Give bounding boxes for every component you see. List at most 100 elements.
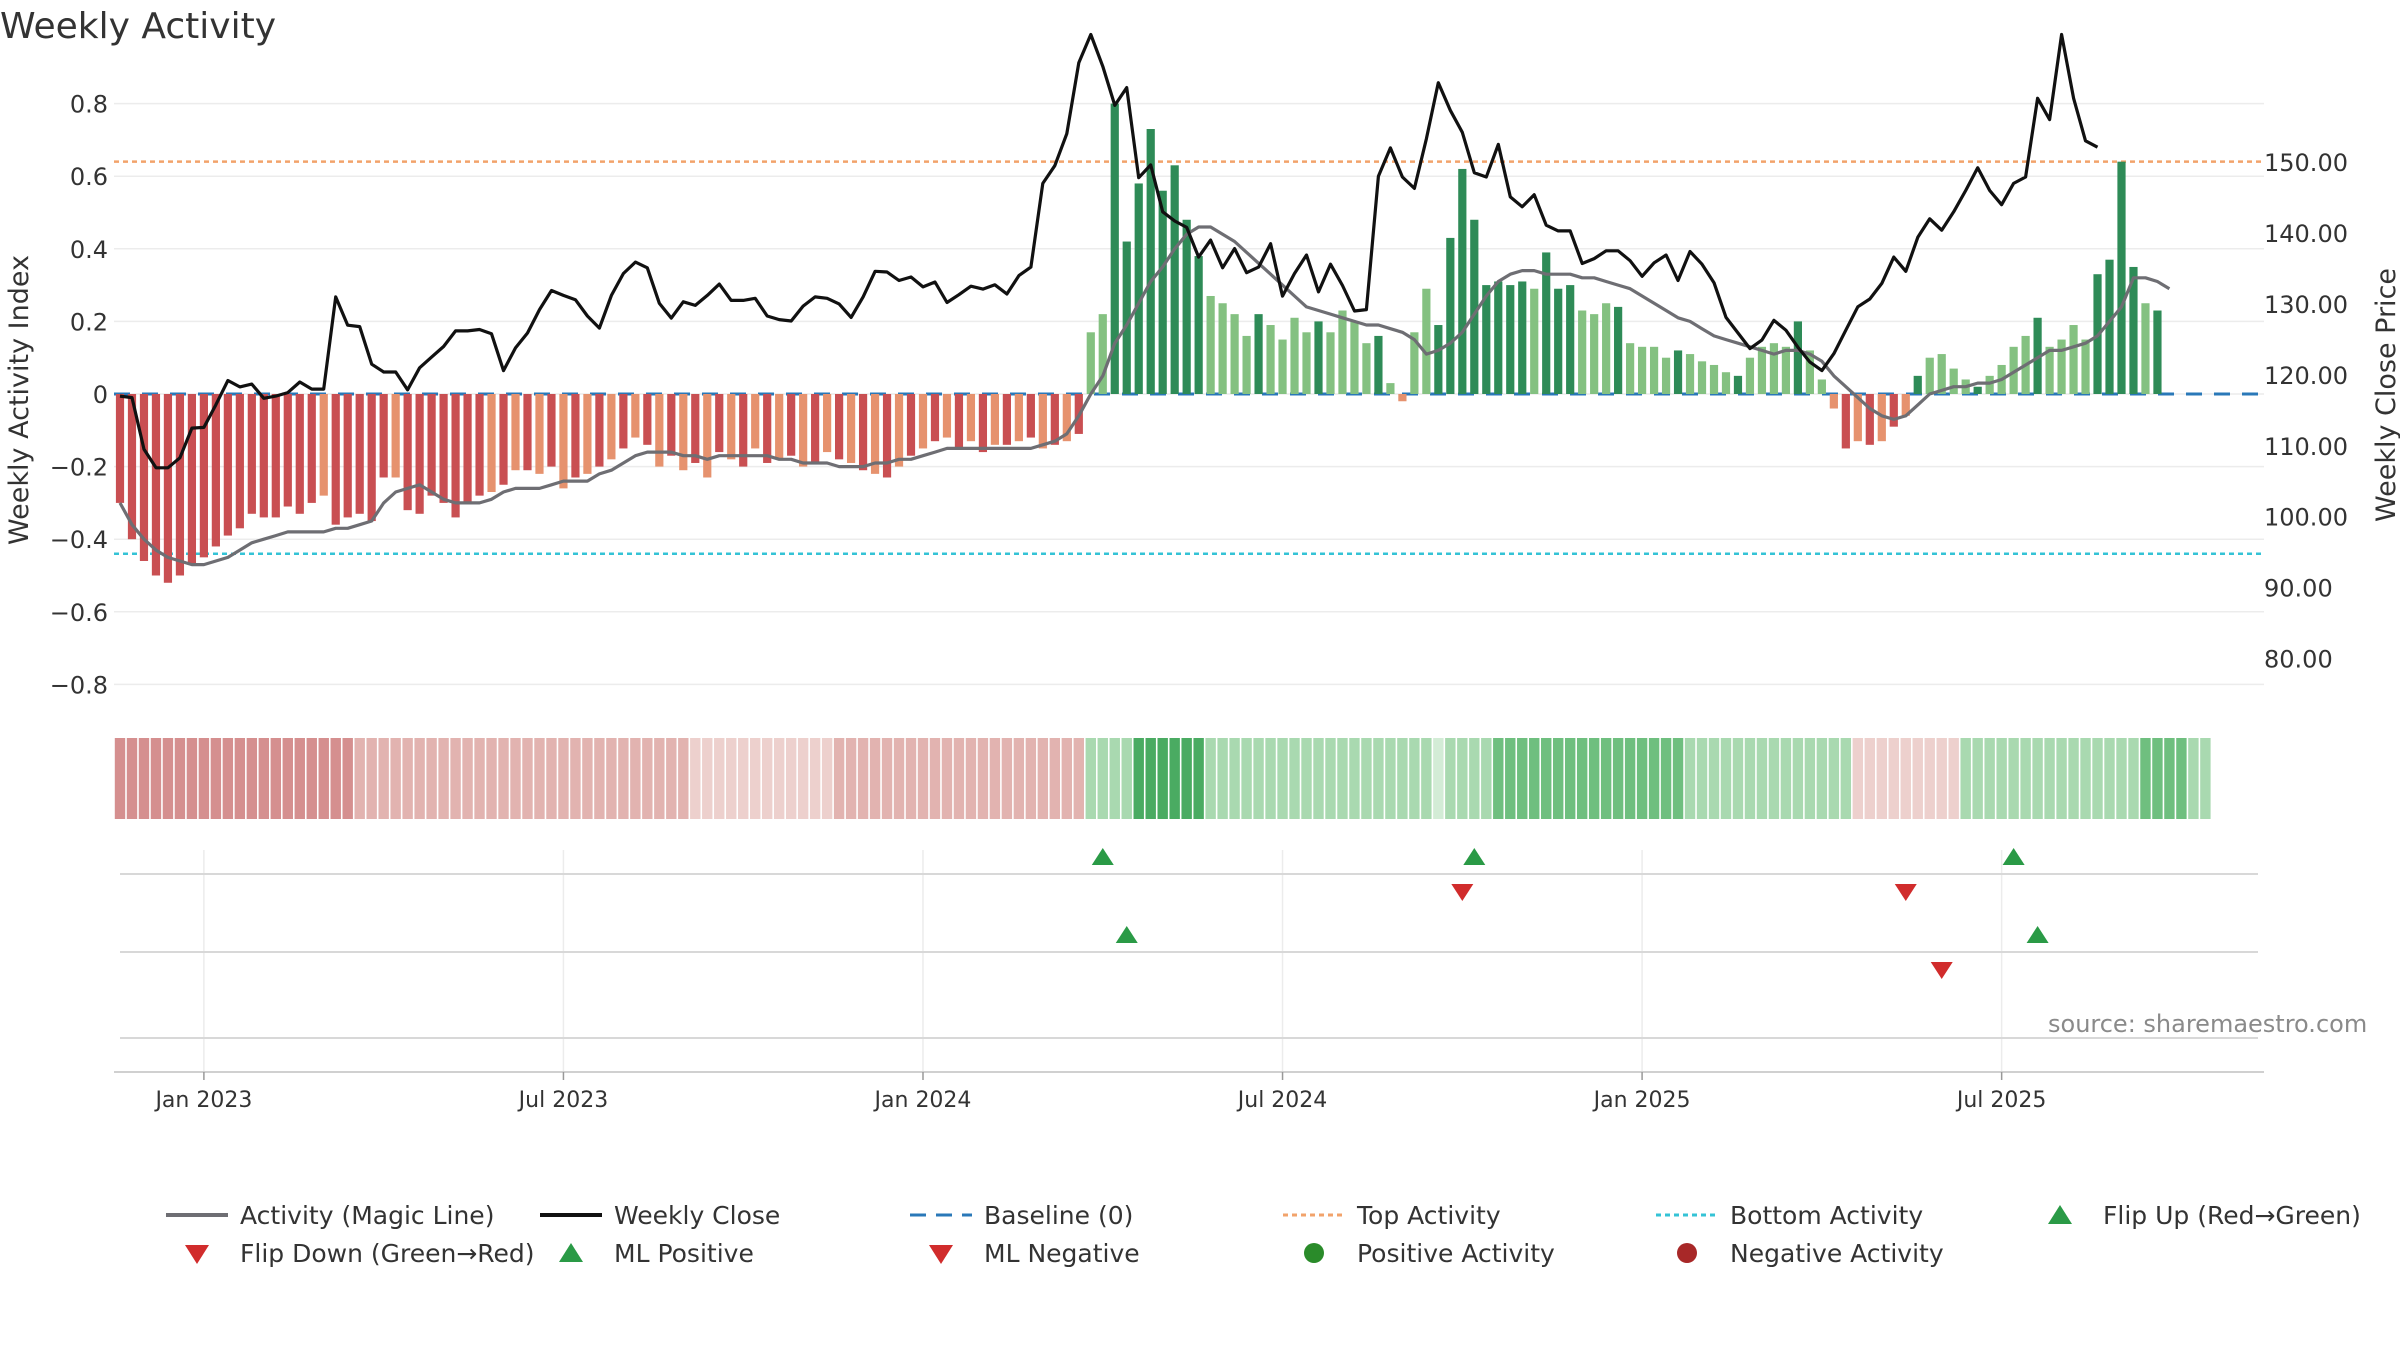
- strip-cell: [1876, 738, 1887, 819]
- strip-cell: [1828, 738, 1840, 819]
- activity-bar: [463, 394, 472, 503]
- strip-cell: [1457, 738, 1468, 819]
- y-right-tick-label: 110.00: [2264, 433, 2348, 461]
- strip-cell: [1972, 738, 1983, 819]
- activity-bar: [727, 394, 736, 460]
- activity-bar: [175, 394, 185, 576]
- activity-bar: [655, 394, 664, 467]
- strip-cell: [546, 738, 557, 819]
- ml-negative-marker: [1930, 962, 1953, 979]
- strip-cell: [1564, 738, 1576, 819]
- y-left-tick-label: 0.6: [70, 163, 108, 191]
- y-right-tick-label: 150.00: [2264, 149, 2348, 177]
- activity-bar: [739, 394, 748, 467]
- activity-bar: [1817, 379, 1826, 394]
- strip-cell: [1541, 738, 1552, 819]
- activity-bar: [1937, 354, 1946, 394]
- activity-bar: [1542, 252, 1551, 394]
- strip-cell: [1013, 738, 1025, 819]
- legend-item-baseline: Baseline (0): [910, 1200, 1133, 1230]
- strip-cell: [1037, 738, 1049, 819]
- strip-cell: [450, 738, 461, 819]
- strip-cell: [594, 738, 605, 819]
- strip-cell: [1445, 738, 1456, 819]
- activity-bar: [799, 394, 808, 467]
- y-left-tick-label: 0.8: [70, 91, 108, 119]
- activity-bar: [283, 394, 292, 507]
- activity-bar: [1338, 310, 1347, 394]
- strip-cell: [2092, 738, 2103, 819]
- strip-cell: [929, 738, 941, 819]
- x-tick-label: Jul 2025: [1955, 1088, 2047, 1113]
- strip-cell: [1049, 738, 1061, 819]
- activity-bar: [894, 394, 904, 467]
- activity-bar: [631, 394, 640, 438]
- strip-cell: [1984, 738, 1995, 819]
- strip-cell: [1073, 738, 1084, 819]
- red-triangle-down-icon: [166, 1238, 228, 1268]
- strip-cell: [1780, 738, 1792, 819]
- legend-label: Baseline (0): [984, 1200, 1134, 1230]
- strip-cell: [462, 738, 473, 819]
- strip-cell: [1792, 738, 1804, 819]
- activity-bar: [787, 394, 796, 456]
- activity-bar: [1590, 314, 1599, 394]
- activity-bar: [1518, 281, 1527, 394]
- legend-item-bottom-activity: Bottom Activity: [1656, 1200, 1923, 1230]
- legend-label: ML Positive: [614, 1238, 754, 1268]
- activity-bar: [619, 394, 628, 449]
- legend-item-ml-negative: ML Negative: [910, 1238, 1140, 1268]
- activity-bar: [1554, 288, 1563, 394]
- strip-cell: [1085, 738, 1096, 819]
- red-dot-icon: [1656, 1238, 1718, 1268]
- legend-label: Flip Up (Red→Green): [2103, 1200, 2361, 1230]
- activity-bar: [583, 394, 592, 474]
- strip-cell: [582, 738, 593, 819]
- activity-bar: [1326, 332, 1335, 394]
- strip-cell: [1672, 738, 1684, 819]
- chart-title: Weekly Activity: [0, 6, 277, 47]
- strip-cell: [1924, 738, 1935, 819]
- strip-cell: [773, 738, 785, 819]
- strip-cell: [1193, 738, 1204, 819]
- activity-bar: [1745, 357, 1755, 394]
- legend-item-negative-activity: Negative Activity: [1656, 1238, 1944, 1268]
- activity-bar: [211, 394, 220, 547]
- strip-cell: [1277, 738, 1288, 819]
- legend-item-magic-line: Activity (Magic Line): [166, 1200, 494, 1230]
- activity-bar: [1482, 285, 1491, 394]
- strip-cell: [1385, 738, 1396, 819]
- orange-dotted-line-icon: [1283, 1200, 1345, 1230]
- activity-bar: [1206, 295, 1215, 394]
- activity-bar: [607, 394, 616, 460]
- activity-bar: [2117, 161, 2126, 394]
- strip-cell: [1636, 738, 1648, 819]
- strip-cell: [1301, 738, 1312, 819]
- y-right-tick-label: 80.00: [2264, 646, 2333, 674]
- activity-bar: [1805, 350, 1814, 394]
- strip-cell: [282, 738, 293, 819]
- flip-down-marker: [1451, 884, 1474, 901]
- strip-cell: [1337, 738, 1348, 819]
- activity-bar: [523, 394, 532, 471]
- activity-bar: [1062, 394, 1071, 442]
- activity-bar: [1769, 343, 1779, 394]
- strip-cell: [1804, 738, 1816, 819]
- activity-bar: [1098, 314, 1107, 394]
- activity-bar: [235, 394, 244, 529]
- activity-bar: [1578, 310, 1587, 394]
- x-tick-label: Jan 2023: [153, 1088, 252, 1113]
- strip-cell: [246, 738, 258, 819]
- activity-bar: [715, 394, 724, 453]
- strip-cell: [1145, 738, 1156, 819]
- activity-bar: [1194, 256, 1203, 394]
- activity-bar: [1182, 219, 1191, 394]
- x-axis: Jan 2023 Jul 2023 Jan 2024 Jul 2024 Jan 2025…: [114, 1071, 2264, 1113]
- strip-cell: [498, 738, 509, 819]
- strip-cell: [1648, 738, 1660, 819]
- strip-cell: [486, 738, 497, 819]
- strip-cell: [1624, 738, 1636, 819]
- strip-cell: [414, 738, 425, 819]
- activity-bar: [1218, 303, 1227, 394]
- activity-bars: [115, 103, 2162, 583]
